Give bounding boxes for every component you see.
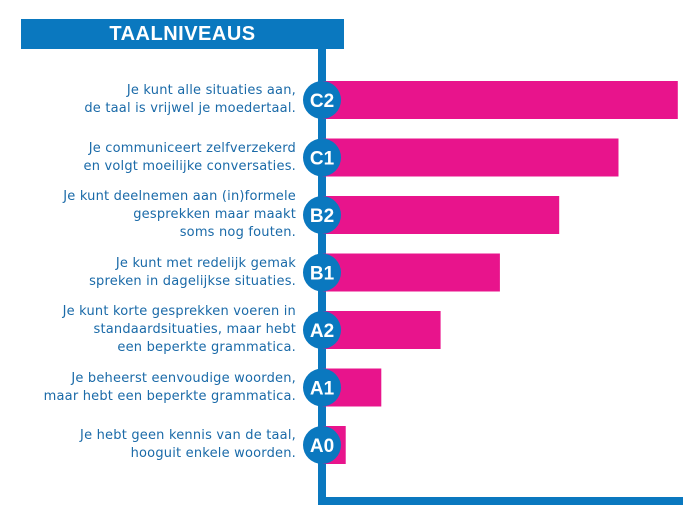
level-badge-a1: [303, 368, 341, 407]
description-line: Je kunt met redelijk gemak: [115, 255, 296, 271]
level-description-b2: Je kunt deelnemen aan (in)formele gesprek…: [63, 188, 296, 242]
description-line: gesprekken maar maakt: [133, 207, 296, 222]
bar-a2: [322, 311, 441, 349]
description-line: een beperkte grammatica.: [117, 340, 296, 355]
description-line: standaardsituaties, maar hebt: [93, 322, 296, 337]
description-line: Je hebt geen kennis van de taal,: [80, 428, 296, 443]
description-line: Je kunt deelnemen aan (in)formele: [63, 189, 296, 204]
level-label-b1: B1: [310, 264, 335, 285]
description-line: Je kunt alle situaties aan,: [126, 83, 296, 98]
level-label-c1: C1: [310, 149, 335, 170]
bar-c1: [322, 138, 619, 177]
level-label-a1: A1: [310, 379, 335, 400]
description-line: soms nog fouten.: [179, 225, 296, 240]
description-line: hooguit enkele woorden.: [130, 446, 296, 461]
description-line: spreken in dagelijkse situaties.: [89, 273, 296, 289]
x-axis-line: [318, 497, 683, 505]
level-label-b2: B2: [310, 206, 334, 227]
level-description-a0: Je hebt geen kennis van de taal, hooguit …: [80, 427, 296, 463]
bar-b1: [322, 253, 500, 292]
level-description-a1: Je beheerst eenvoudige woorden, maar hebt…: [44, 370, 296, 406]
chart-title: TAALNIVEAUS: [21, 19, 344, 49]
level-badge-a2: [303, 311, 341, 349]
level-description-a2: Je kunt korte gesprekken voeren in standa…: [63, 303, 296, 357]
level-badge-a0: [303, 426, 341, 464]
level-description-b1: Je kunt met redelijk gemak spreken in dag…: [89, 255, 296, 291]
level-label-a0: A0: [310, 436, 334, 457]
bar-c2: [322, 81, 678, 119]
level-label-c2: C2: [310, 91, 334, 112]
level-description-c1: Je communiceert zelfverzekerd en volgt mo…: [84, 140, 297, 176]
level-badge-b1: [303, 253, 341, 292]
description-line: en volgt moeilijke conversaties.: [83, 158, 296, 174]
description-line: maar hebt een beperkte grammatica.: [43, 388, 296, 404]
level-label-a2: A2: [310, 321, 334, 342]
description-line: Je communiceert zelfverzekerd: [88, 140, 296, 156]
description-line: Je kunt korte gesprekken voeren in: [62, 304, 296, 319]
level-badge-c2: [303, 81, 341, 119]
level-badge-c1: [303, 138, 341, 177]
bar-b2: [322, 196, 560, 234]
description-line: de taal is vrijwel je moedertaal.: [84, 101, 296, 116]
level-description-c2: Je kunt alle situaties aan, de taal is vr…: [84, 82, 296, 118]
level-badge-b2: [303, 196, 341, 234]
description-line: Je beheerst eenvoudige woorden,: [71, 370, 296, 386]
